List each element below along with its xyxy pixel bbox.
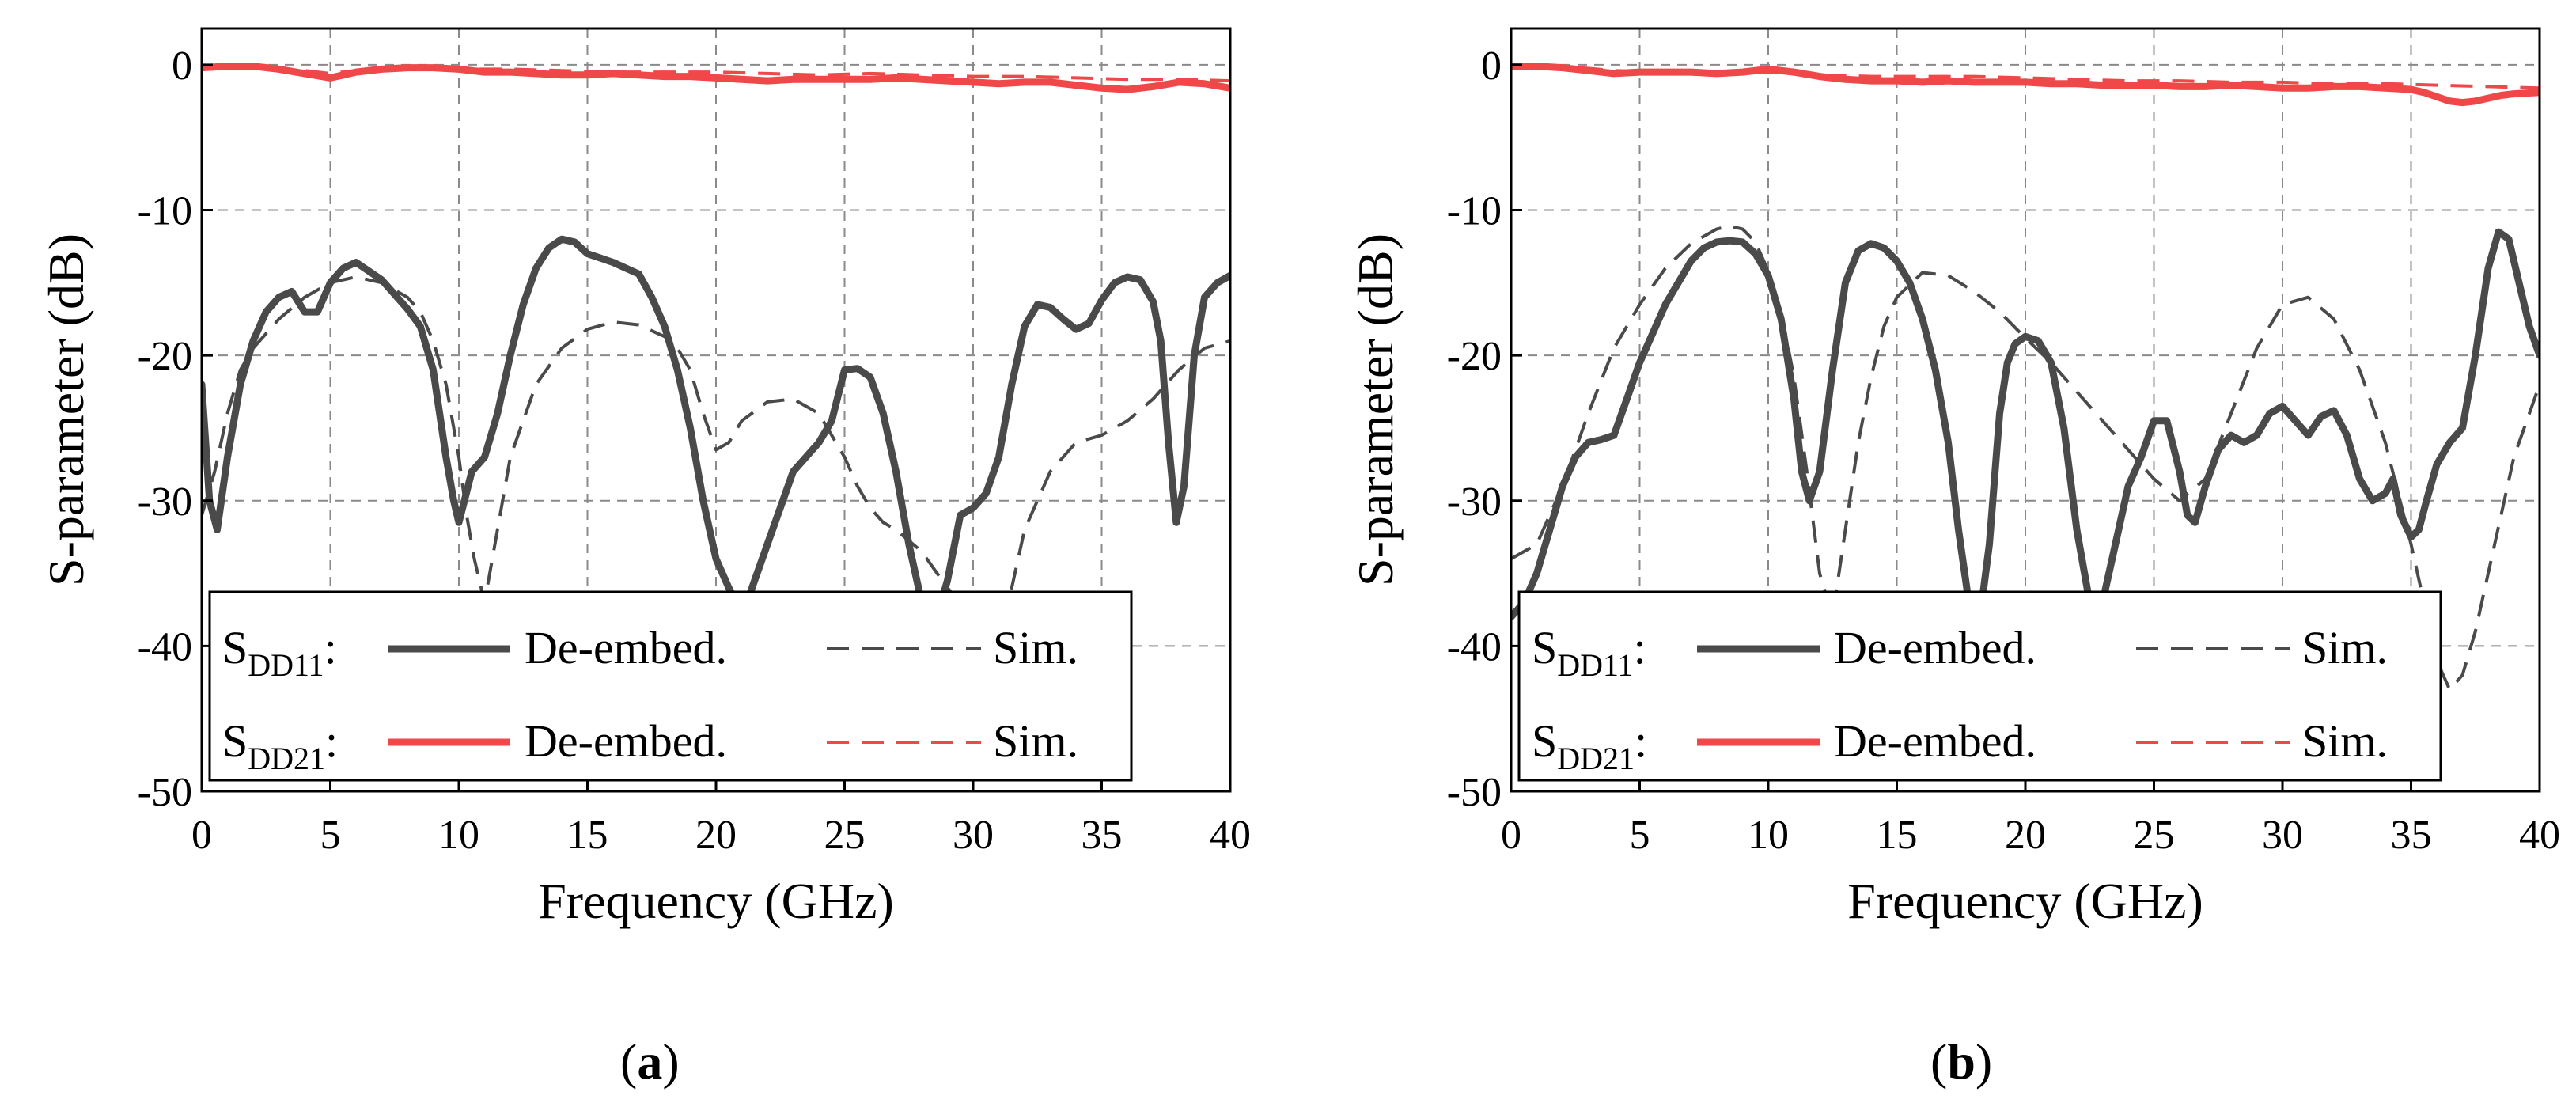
x-tick-label: 20 — [695, 813, 737, 858]
x-tick-label: 25 — [2134, 813, 2175, 858]
x-tick-label: 15 — [1877, 813, 1918, 858]
legend-label-dd11: SDD11: — [222, 622, 337, 683]
x-tick-label: 25 — [824, 813, 866, 858]
x-tick-label: 5 — [320, 813, 341, 858]
x-tick-label: 15 — [567, 813, 608, 858]
legend-dashed-label: Sim. — [2302, 622, 2388, 673]
legend-box — [1517, 590, 2442, 782]
y-tick-label: -10 — [1447, 189, 1502, 234]
x-tick-label: 0 — [1501, 813, 1521, 858]
y-tick-label: -50 — [138, 770, 192, 815]
x-tick-label: 5 — [1630, 813, 1650, 858]
legend-dashed-label: Sim. — [993, 715, 1078, 767]
caption-b: (b) — [1930, 1033, 1993, 1090]
y-tick-label: 0 — [1481, 44, 1502, 89]
legend-solid-label: De-embed. — [525, 715, 727, 767]
y-tick-label: -30 — [138, 480, 192, 525]
x-tick-label: 35 — [2391, 813, 2432, 858]
x-axis-title: Frequency (GHz) — [538, 873, 894, 929]
series-line-sdd11-de-embed — [202, 235, 1230, 628]
x-tick-label: 10 — [438, 813, 479, 858]
y-tick-label: -40 — [138, 624, 192, 669]
x-tick-label: 40 — [2519, 813, 2560, 858]
x-tick-label: 40 — [1210, 813, 1251, 858]
series-group — [1511, 63, 2540, 692]
legend: SDD11: De-embed. Sim. SDD21: De-embed. Sim. — [1517, 590, 2442, 782]
y-axis-title: S-parameter (dB) — [1347, 233, 1404, 586]
x-tick-label: 0 — [191, 813, 212, 858]
series-line-sdd11-de-embed — [1511, 228, 2540, 628]
legend-label-dd11: SDD11: — [1532, 622, 1646, 683]
chart-panel-b: 0 5 10 15 20 25 30 35 40 0 -10 -20 -30 -40 -50 Frequenc… — [1347, 27, 2560, 929]
y-tick-label: -20 — [1447, 334, 1502, 379]
x-tick-label: 30 — [2262, 813, 2303, 858]
x-tick-label: 35 — [1082, 813, 1123, 858]
y-tick-label: -40 — [1447, 624, 1502, 669]
x-tick-label: 10 — [1748, 813, 1789, 858]
series-line-sdd21-de-embed — [202, 63, 1230, 93]
chart-panel-a: 0 5 10 15 20 25 30 35 40 0 -10 -20 -30 -40 -50 Frequenc… — [38, 27, 1251, 929]
y-tick-label: 0 — [172, 44, 192, 89]
legend-solid-label: De-embed. — [1834, 622, 2036, 673]
y-tick-label: -10 — [138, 189, 192, 234]
series-group — [202, 63, 1230, 628]
series-line-sdd11-sim — [1511, 224, 2540, 692]
legend-label-dd21: SDD21: — [1532, 715, 1647, 776]
legend-box — [208, 590, 1133, 782]
y-axis-title: S-parameter (dB) — [38, 233, 94, 586]
series-line-sdd21-de-embed — [1511, 63, 2540, 107]
y-tick-label: -20 — [138, 334, 192, 379]
x-tick-label: 30 — [953, 813, 994, 858]
y-tick-label: -50 — [1447, 770, 1502, 815]
legend-dashed-label: Sim. — [993, 622, 1078, 673]
series-line-sdd11-sim — [202, 275, 1230, 626]
legend-solid-label: De-embed. — [525, 622, 727, 673]
legend-solid-label: De-embed. — [1834, 715, 2036, 767]
caption-a: (a) — [620, 1033, 680, 1090]
legend-label-dd21: SDD21: — [222, 715, 338, 776]
y-tick-label: -30 — [1447, 480, 1502, 525]
legend: SDD11: De-embed. Sim. SDD21: De-embed. Sim. — [208, 590, 1133, 782]
x-tick-label: 20 — [2005, 813, 2046, 858]
x-axis-title: Frequency (GHz) — [1847, 873, 2203, 929]
legend-dashed-label: Sim. — [2302, 715, 2388, 767]
